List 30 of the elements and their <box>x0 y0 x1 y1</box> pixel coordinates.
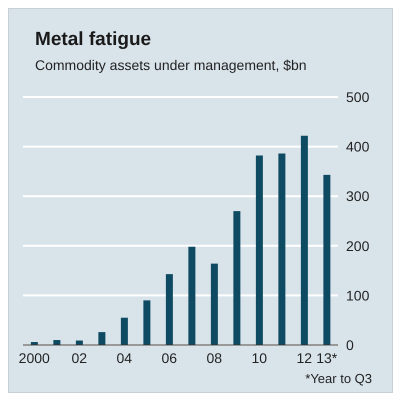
bar <box>233 211 240 345</box>
x-tick-label: 13* <box>316 350 338 366</box>
chart-title: Metal fatigue <box>35 29 152 51</box>
text: *Year to Q3 <box>305 371 372 386</box>
y-tick-label: 0 <box>346 336 354 353</box>
y-tick-label: 400 <box>346 138 370 155</box>
bar <box>188 246 196 345</box>
x-tick-label: 06 <box>161 350 178 366</box>
bar <box>143 300 150 345</box>
x-tick-label: 08 <box>206 350 222 366</box>
bar <box>120 318 128 345</box>
y-tick-label: 100 <box>346 287 370 304</box>
bar <box>278 154 286 345</box>
x-tick-label: 10 <box>251 350 268 366</box>
y-tick-label: 300 <box>346 188 370 204</box>
y-tick-label: 500 <box>346 88 370 105</box>
bar <box>166 274 173 345</box>
bar <box>256 156 263 345</box>
x-tick-label: 02 <box>71 350 88 366</box>
y-tick-label: 200 <box>346 238 370 254</box>
x-tick-label: 04 <box>116 350 132 366</box>
x-tick-label: 2000 <box>18 350 50 366</box>
bar <box>323 174 330 345</box>
bar <box>98 332 106 345</box>
x-tick-label: 12 <box>296 350 312 366</box>
chart-subtitle: Commodity assets under management, $bn <box>35 57 307 73</box>
bar <box>53 340 60 345</box>
bar <box>76 340 83 345</box>
bar <box>210 264 218 345</box>
bar <box>300 136 308 345</box>
